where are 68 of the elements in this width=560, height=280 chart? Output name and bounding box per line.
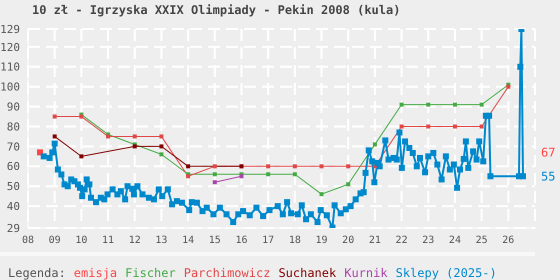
y-tick-label: 40 [6,200,20,214]
point [266,164,270,168]
point [346,182,350,186]
x-tick-label: 10 [75,235,88,246]
x-tick-label: 13 [155,235,168,246]
point [400,102,404,107]
y-tick-label: 80 [6,120,20,134]
point [320,164,324,168]
y-tick-label: 90 [6,100,20,114]
x-tick-label: 23 [422,235,434,246]
point [212,172,217,176]
point [159,134,164,138]
x-tick-label: 11 [102,235,114,246]
x-tick-label: 20 [342,235,354,246]
x-tick-label: 08 [22,235,34,246]
point [452,124,457,129]
text: Sklepy (2025-) [396,266,497,280]
point [52,114,57,119]
y-tick-label: 100 [0,80,20,94]
y-tick-label: 60 [6,160,20,174]
x-tick-label: 18 [288,235,301,246]
text: Kurnik [344,266,388,280]
x-tick-label: 12 [128,235,141,246]
point [212,180,217,184]
point [159,152,164,156]
x-tick-label: 19 [316,235,328,246]
legend-title: Legenda: [8,266,66,280]
y-tick-label: 120 [0,40,20,54]
point [186,164,190,168]
point [132,134,137,138]
point [480,102,484,107]
point [52,134,57,138]
x-tick-label: 14 [182,235,194,246]
y-tick-label: 50 [6,180,20,194]
point [400,124,404,129]
text: 55 [541,170,556,184]
text: Parchimowicz [184,266,270,280]
text: emisja [74,266,118,280]
y-tick-label: 110 [0,60,20,74]
y-tick-label: 70 [6,140,20,154]
y-tick-label: 29 [6,222,20,235]
chart-title: 10 zł - Igrzyska XXIX Olimpiady - Pekin 2008 (kula) [32,3,400,17]
text: Suchanek [278,266,336,280]
point [79,154,84,158]
point [480,124,484,129]
point [292,164,297,168]
x-tick-label: 15 [208,235,221,246]
point [320,192,324,196]
point [266,172,270,176]
x-tick-label: 09 [48,235,61,246]
x-tick-label: 26 [502,235,514,246]
x-tick-label: 17 [262,235,274,246]
point [346,164,350,168]
x-tick-label: 16 [235,235,248,246]
x-tick-label: 25 [476,235,488,246]
x-tick-label: 22 [396,235,408,246]
point [426,102,430,107]
x-tick-label: 24 [448,235,461,246]
text: Fischer [125,266,176,280]
point [426,124,430,129]
text: 67 [541,146,556,160]
point [159,144,164,148]
point [372,142,377,146]
point [292,172,297,176]
y-tick-label: 129 [0,22,20,36]
point [452,102,457,107]
x-tick-label: 21 [368,235,381,246]
point [212,164,217,168]
